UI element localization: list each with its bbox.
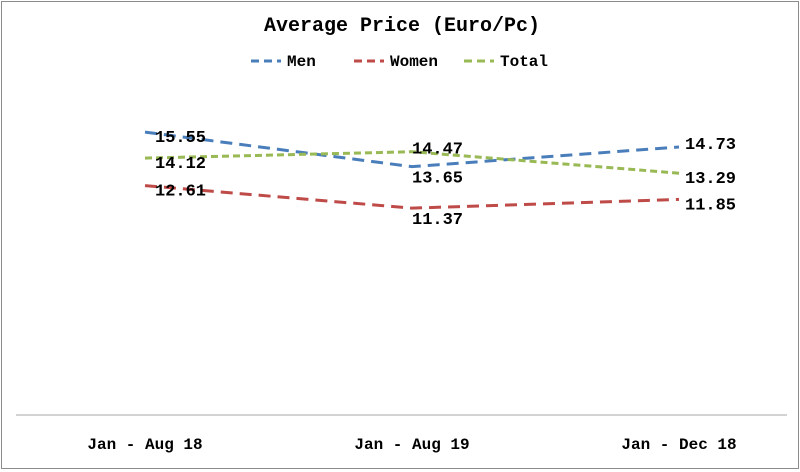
x-tick-label: Jan - Dec 18 (621, 436, 736, 454)
x-tick-labels: Jan - Aug 18 Jan - Aug 19 Jan - Dec 18 (87, 436, 736, 454)
series-line-men (144, 130, 680, 169)
data-label: 12.61 (155, 183, 206, 202)
legend: Men Women Total (251, 53, 548, 71)
series-line-women (144, 184, 680, 210)
data-label: 13.65 (412, 170, 463, 189)
x-tick-label: Jan - Aug 18 (87, 436, 202, 454)
data-label: 11.85 (685, 196, 736, 215)
series-line-total (144, 150, 680, 175)
chart-title: Average Price (Euro/Pc) (264, 15, 540, 38)
data-label: 14.73 (685, 136, 736, 155)
data-label: 14.47 (412, 141, 463, 160)
data-label: 11.37 (412, 211, 463, 230)
legend-label: Men (287, 53, 316, 71)
legend-label: Total (500, 53, 548, 71)
data-label: 14.12 (155, 155, 206, 174)
x-tick-label: Jan - Aug 19 (354, 436, 469, 454)
legend-label: Women (390, 53, 438, 71)
series-group: 15.55 13.65 14.73 12.61 11.37 11.85 14.12 14.47… (144, 129, 736, 230)
data-label: 15.55 (155, 129, 206, 148)
data-label: 13.29 (685, 170, 736, 189)
